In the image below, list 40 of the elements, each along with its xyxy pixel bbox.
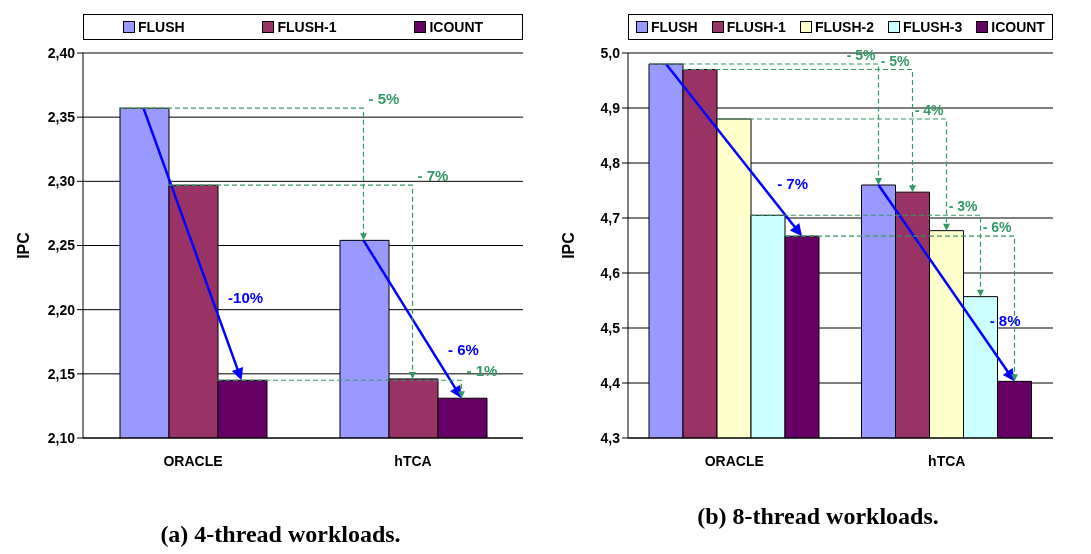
y-axis-title: IPC (14, 231, 32, 259)
y-tick-label: 2,40 (47, 44, 76, 61)
y-tick-label: 5,0 (600, 44, 621, 61)
y-tick-label: 4,3 (600, 429, 621, 446)
y-tick-label: 4,6 (600, 264, 621, 281)
legend-label: FLUSH (651, 18, 698, 37)
y-tick-label: 4,7 (600, 209, 621, 226)
legend-label: FLUSH-3 (903, 18, 963, 37)
annotation: - 6% (448, 340, 479, 358)
annotation: - 7% (777, 174, 809, 192)
x-tick-label: ORACLE (704, 452, 764, 469)
annotation: - 5% (880, 52, 911, 69)
y-tick-label: 4,9 (600, 99, 621, 116)
x-tick-label: hTCA (928, 452, 966, 469)
y-tick-label: 2,15 (47, 365, 76, 382)
x-tick-label: ORACLE (163, 452, 223, 469)
y-tick-label: 2,25 (47, 237, 76, 254)
x-tick-label: hTCA (394, 452, 432, 469)
annotation: - 5% (368, 90, 400, 108)
annotation: - 6% (982, 219, 1013, 236)
y-tick-label: 4,4 (600, 374, 621, 391)
y-tick-label: 4,5 (600, 319, 621, 336)
annotation: - 3% (948, 198, 979, 215)
annotation: -10% (228, 288, 264, 306)
annotation: - 7% (417, 167, 449, 185)
text: (a) 4-thread workloads. (159, 521, 402, 548)
legend-label: ICOUNT (991, 18, 1045, 37)
legend-label: FLUSH-2 (814, 18, 875, 37)
legend-label: FLUSH (137, 18, 185, 37)
text: (b) 8-thread workloads. (696, 503, 940, 530)
legend-label: FLUSH-1 (726, 18, 786, 37)
legend-label: ICOUNT (429, 18, 484, 37)
y-tick-label: 2,30 (47, 173, 76, 190)
y-tick-label: 2,20 (47, 301, 76, 318)
legend-label: FLUSH-1 (277, 18, 337, 37)
y-tick-label: 2,35 (47, 109, 76, 126)
annotation: - 8% (989, 312, 1021, 330)
y-tick-label: 2,10 (47, 429, 76, 446)
y-axis-title: IPC (559, 231, 577, 259)
y-tick-label: 4,8 (600, 154, 621, 171)
